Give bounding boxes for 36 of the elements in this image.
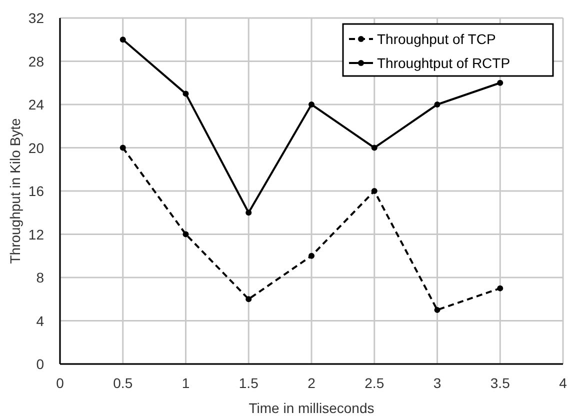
- y-tick-label: 32: [28, 10, 44, 26]
- point: [371, 144, 378, 151]
- point: [182, 231, 189, 238]
- point: [308, 252, 314, 259]
- point: [120, 144, 126, 151]
- point: [120, 36, 126, 43]
- y-tick-label: 12: [28, 226, 44, 242]
- y-tick-label: 0: [36, 356, 44, 372]
- y-axis-title: Throughput in Kilo Byte: [7, 118, 23, 264]
- point: [497, 285, 504, 292]
- point: [246, 210, 252, 216]
- x-tick-label: 0: [56, 375, 64, 391]
- y-tick-label: 20: [28, 140, 44, 156]
- x-axis-title: Time in milliseconds: [248, 400, 374, 416]
- x-tick-label: 4: [559, 375, 568, 391]
- x-tick-label: 3: [433, 375, 442, 391]
- y-tick-label: 4: [36, 312, 44, 329]
- point: [246, 296, 252, 302]
- y-tick-label: 8: [36, 270, 44, 286]
- legend-label: Throughput of TCP: [377, 31, 496, 47]
- x-tick-label: 1.5: [238, 375, 259, 391]
- x-tick-label: 0.5: [113, 375, 133, 391]
- point: [434, 306, 440, 313]
- x-tick-label: 2: [308, 375, 316, 391]
- x-tick-label: 2.5: [364, 375, 384, 391]
- point: [182, 90, 189, 97]
- y-tick-label: 28: [28, 53, 44, 70]
- point: [371, 188, 378, 194]
- point: [434, 102, 440, 108]
- y-tick-label: 24: [28, 96, 44, 112]
- legend-label: Throughtput of RCTP: [377, 55, 510, 71]
- y-tick-label: 16: [28, 183, 44, 199]
- x-tick-label: 3.5: [490, 375, 510, 391]
- point: [497, 80, 504, 86]
- x-tick-label: 1: [182, 375, 190, 391]
- point: [308, 102, 314, 108]
